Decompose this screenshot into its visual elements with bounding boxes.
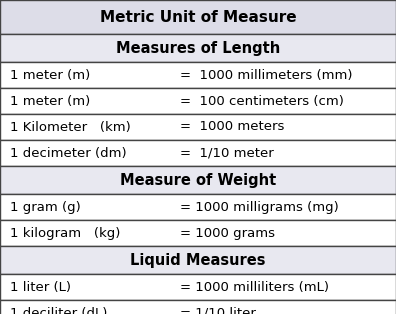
Bar <box>0 166 396 194</box>
Bar <box>0 300 396 314</box>
Bar <box>0 34 396 62</box>
Bar <box>0 114 396 140</box>
Text: = 1000 milligrams (mg): = 1000 milligrams (mg) <box>180 201 339 214</box>
Bar <box>0 274 396 300</box>
Text: =  100 centimeters (cm): = 100 centimeters (cm) <box>180 95 344 107</box>
Text: Measures of Length: Measures of Length <box>116 41 280 56</box>
Text: Measure of Weight: Measure of Weight <box>120 172 276 187</box>
Bar <box>0 0 396 34</box>
Bar <box>0 140 396 166</box>
Text: 1 gram (g): 1 gram (g) <box>10 201 81 214</box>
Text: = 1/10 liter: = 1/10 liter <box>180 306 256 314</box>
Text: =  1/10 meter: = 1/10 meter <box>180 147 274 160</box>
Text: =  1000 millimeters (mm): = 1000 millimeters (mm) <box>180 68 353 82</box>
Bar <box>0 220 396 246</box>
Bar <box>0 62 396 88</box>
Text: 1 liter (L): 1 liter (L) <box>10 280 71 294</box>
Text: 1 deciliter (dL): 1 deciliter (dL) <box>10 306 107 314</box>
Bar <box>0 246 396 274</box>
Text: 1 kilogram   (kg): 1 kilogram (kg) <box>10 226 120 240</box>
Bar <box>0 88 396 114</box>
Bar <box>0 194 396 220</box>
Text: Liquid Measures: Liquid Measures <box>130 252 266 268</box>
Text: Metric Unit of Measure: Metric Unit of Measure <box>100 9 296 24</box>
Text: 1 meter (m): 1 meter (m) <box>10 95 90 107</box>
Text: = 1000 grams: = 1000 grams <box>180 226 275 240</box>
Text: 1 decimeter (dm): 1 decimeter (dm) <box>10 147 127 160</box>
Text: 1 Kilometer   (km): 1 Kilometer (km) <box>10 121 131 133</box>
Text: = 1000 milliliters (mL): = 1000 milliliters (mL) <box>180 280 329 294</box>
Text: =  1000 meters: = 1000 meters <box>180 121 285 133</box>
Text: 1 meter (m): 1 meter (m) <box>10 68 90 82</box>
